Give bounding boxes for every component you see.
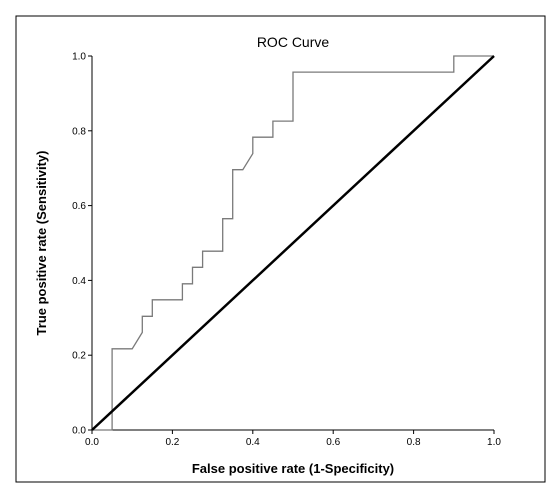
axes: 0.0 0.2 0.4 0.6 0.8 1.0 0.0 0.2 0.4 0.6 0.8 1.0	[72, 52, 501, 449]
y-tick-label: 0.4	[72, 276, 86, 287]
roc-curve-line	[92, 55, 494, 431]
x-tick-label: 0.6	[326, 437, 340, 448]
y-axis-label: True positive rate (Sensitivity)	[34, 151, 49, 336]
y-tick-label: 0.8	[72, 126, 86, 137]
x-tick-label: 0.0	[85, 437, 99, 448]
series-layer	[91, 55, 495, 431]
y-tick-label: 1.0	[72, 52, 86, 63]
y-tick-label: 0.2	[72, 351, 86, 362]
y-tick-label: 0.6	[72, 201, 86, 212]
reference-diagonal-line	[91, 55, 495, 431]
chart-frame	[15, 15, 546, 483]
y-tick-label: 0.0	[72, 426, 86, 437]
x-tick-label: 0.4	[246, 437, 260, 448]
x-axis-label: False positive rate (1-Specificity)	[192, 461, 394, 476]
x-tick-label: 1.0	[487, 437, 501, 448]
chart-title: ROC Curve	[257, 34, 330, 50]
x-tick-label: 0.2	[165, 437, 179, 448]
x-tick-label: 0.8	[407, 437, 421, 448]
